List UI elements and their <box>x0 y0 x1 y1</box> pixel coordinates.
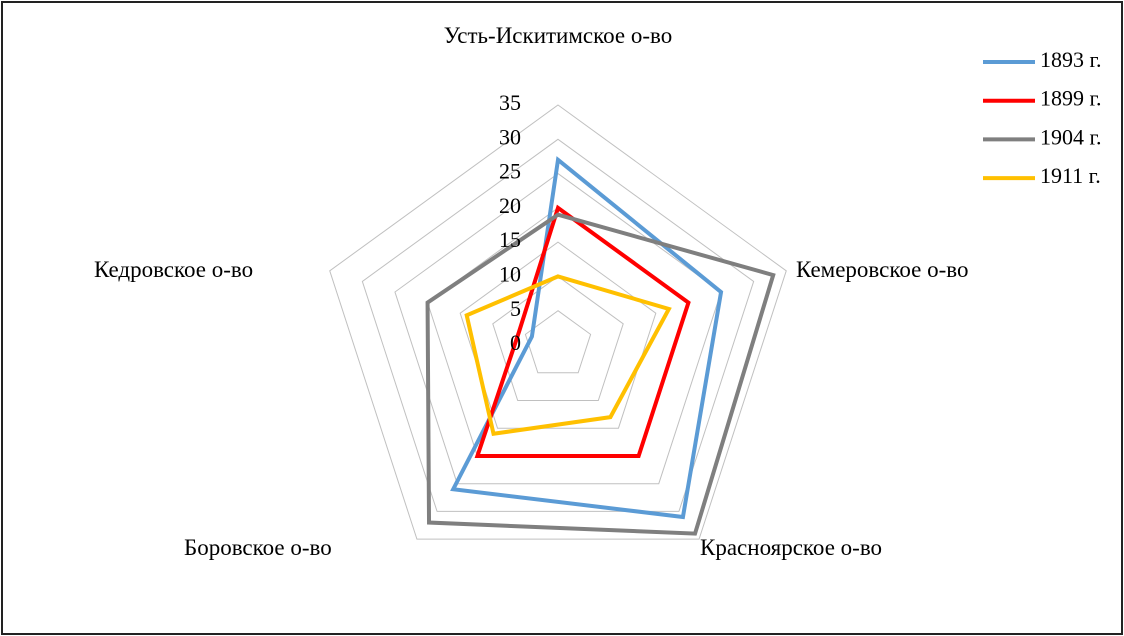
series-line <box>464 274 672 437</box>
legend-label: 1899 г. <box>1040 86 1102 111</box>
grid-line <box>361 138 755 512</box>
category-label: Красноярское о-во <box>700 535 883 560</box>
r-tick-label: 10 <box>499 261 521 286</box>
grid-line <box>492 275 624 401</box>
r-tick-label: 5 <box>510 296 521 321</box>
category-label: Усть-Искитимское о-во <box>443 23 673 48</box>
r-tick-label: 15 <box>499 227 521 252</box>
series-line <box>474 204 691 458</box>
series-line <box>425 212 776 536</box>
series-line <box>450 156 724 520</box>
r-tick-label: 0 <box>510 330 521 355</box>
grid-line <box>329 104 787 540</box>
category-label: Кедровское о-во <box>94 257 254 282</box>
category-label: Боровское о-во <box>184 535 332 560</box>
legend-label: 1911 г. <box>1040 163 1101 188</box>
legend-label: 1904 г. <box>1040 124 1102 149</box>
r-tick-label: 30 <box>499 124 521 149</box>
category-label: Кемеровское о-во <box>796 257 969 282</box>
legend-label: 1893 г. <box>1040 47 1102 72</box>
r-tick-label: 20 <box>499 193 521 218</box>
r-tick-label: 25 <box>499 159 521 184</box>
grid-line <box>394 172 722 485</box>
r-tick-label: 35 <box>499 90 521 115</box>
